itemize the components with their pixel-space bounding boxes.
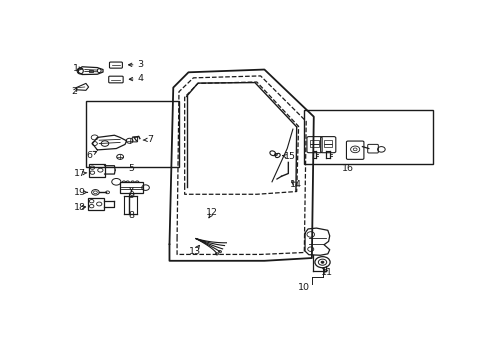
Bar <box>89 69 93 72</box>
Text: 4: 4 <box>137 74 143 83</box>
Text: 10: 10 <box>297 283 310 292</box>
Text: 9: 9 <box>128 190 134 199</box>
Text: 14: 14 <box>290 180 302 189</box>
Bar <box>89 163 104 177</box>
Bar <box>324 140 332 144</box>
Bar <box>86 102 179 167</box>
Text: 8: 8 <box>128 211 134 220</box>
Text: 5: 5 <box>128 164 134 173</box>
Text: 6: 6 <box>86 151 92 160</box>
Circle shape <box>321 261 324 263</box>
Bar <box>310 140 318 144</box>
Text: 12: 12 <box>206 208 219 217</box>
Bar <box>304 110 434 164</box>
Bar <box>310 144 318 147</box>
Bar <box>88 198 104 210</box>
Text: 19: 19 <box>74 188 86 197</box>
Text: 7: 7 <box>147 135 153 144</box>
Text: 3: 3 <box>137 60 143 69</box>
Text: 2: 2 <box>72 87 77 96</box>
Text: 13: 13 <box>189 247 201 256</box>
Bar <box>324 144 332 147</box>
Text: 17: 17 <box>74 169 85 178</box>
Text: 1: 1 <box>73 64 79 73</box>
Bar <box>120 183 143 193</box>
Text: 15: 15 <box>284 152 296 161</box>
Text: 16: 16 <box>342 164 354 173</box>
Text: 18: 18 <box>74 203 85 212</box>
Text: 11: 11 <box>321 268 333 277</box>
